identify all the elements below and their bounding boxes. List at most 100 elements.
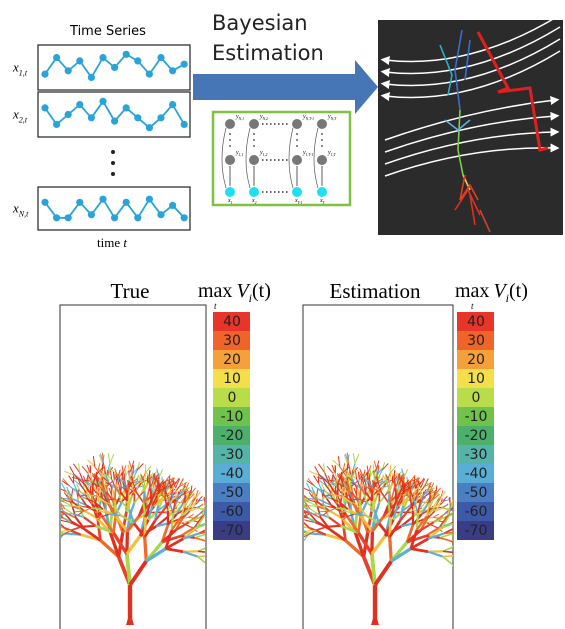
dendrite	[443, 557, 453, 565]
series-dot	[41, 199, 48, 206]
series-dot	[157, 211, 164, 218]
dendrite	[462, 550, 468, 554]
dendrite	[458, 547, 462, 552]
colorbar-label: -60	[221, 504, 244, 520]
dendrite	[290, 517, 298, 518]
series-dot	[123, 51, 130, 58]
dendrite	[289, 515, 299, 519]
max: max	[455, 280, 489, 302]
vdot	[321, 133, 323, 135]
arg: (t)	[509, 280, 528, 302]
dendrite	[208, 507, 213, 513]
colorbar-label: 10	[223, 371, 241, 387]
colorbar-label: -40	[221, 466, 244, 482]
dendrite	[464, 550, 471, 552]
dendrite	[207, 564, 211, 573]
series-dot	[76, 101, 83, 108]
dendrite	[107, 499, 114, 500]
model-node	[292, 187, 302, 197]
dendrite	[462, 558, 469, 559]
dendrite	[51, 510, 57, 513]
dendrite	[61, 530, 70, 531]
dendrite	[45, 517, 53, 518]
dendrite	[217, 554, 223, 555]
model-node	[249, 119, 259, 129]
dendrite	[356, 486, 357, 495]
series-dot	[146, 71, 153, 78]
dendrite	[454, 556, 462, 558]
vdot	[296, 145, 298, 147]
dendrite	[210, 553, 219, 556]
big-arrow	[193, 60, 378, 114]
dendrite	[110, 454, 114, 463]
legend-label: maxVi(t)	[198, 280, 271, 305]
dendrite	[369, 473, 370, 480]
series-dot	[111, 118, 118, 125]
dendrite	[130, 561, 146, 585]
dendrite	[35, 537, 43, 538]
dendrite	[48, 505, 55, 509]
model-node	[292, 119, 302, 129]
dendrite	[457, 573, 462, 579]
vdot	[229, 139, 231, 141]
dendrite	[282, 515, 288, 521]
colorbar-label: -20	[221, 428, 244, 444]
dendrite	[166, 549, 183, 552]
dendrite	[288, 524, 297, 530]
dendrite	[279, 524, 287, 527]
vdot	[253, 145, 255, 147]
dendrite	[452, 564, 461, 567]
dendrite	[297, 513, 303, 516]
dendrite	[52, 519, 60, 520]
dendrite	[219, 555, 227, 556]
colorbar-label: -30	[465, 447, 488, 463]
row-label: x2,t	[12, 107, 28, 125]
series-dot	[99, 54, 106, 61]
colorbar-label: -70	[221, 523, 244, 539]
dendrite	[206, 507, 213, 510]
time-var: t	[123, 235, 127, 250]
series-dot	[123, 199, 130, 206]
colorbar-label: 20	[467, 352, 485, 368]
dendrite	[295, 505, 299, 512]
colorbar-label: -20	[465, 428, 488, 444]
dendrite	[37, 515, 43, 521]
legend-under: t	[214, 301, 217, 311]
dendrite	[287, 526, 297, 527]
dendrite	[198, 551, 210, 552]
dendrite	[209, 554, 218, 556]
dendrite	[36, 538, 43, 541]
dendrite	[293, 509, 299, 512]
dendrite	[84, 517, 96, 526]
dendrite	[458, 547, 464, 550]
dendrite	[453, 507, 458, 513]
dendrite	[290, 515, 297, 517]
vdot	[296, 139, 298, 141]
max: max	[198, 280, 232, 302]
dendrite	[54, 500, 58, 507]
model-node	[249, 187, 259, 197]
dendrite	[34, 524, 42, 527]
dendrite	[289, 502, 295, 509]
dendrite	[81, 526, 95, 527]
dendrite	[461, 540, 468, 541]
colorbar-label: 40	[223, 314, 241, 330]
dendrite	[42, 526, 52, 527]
colorbar-label: -60	[465, 504, 488, 520]
dendrite	[52, 513, 58, 516]
dendrite	[219, 552, 226, 553]
dendrite	[113, 472, 114, 480]
dendrite	[306, 530, 315, 531]
dendrite	[375, 561, 391, 585]
dendrite	[213, 547, 219, 550]
dendrite	[454, 554, 463, 556]
dendrite	[217, 550, 223, 554]
dendrite	[464, 555, 472, 556]
series-dot	[65, 111, 72, 118]
series-dot	[157, 114, 164, 121]
dendrite	[462, 558, 467, 562]
dendrite	[115, 488, 116, 499]
dendrite	[462, 567, 468, 572]
series-dot	[134, 57, 141, 64]
series-dot	[181, 121, 188, 128]
